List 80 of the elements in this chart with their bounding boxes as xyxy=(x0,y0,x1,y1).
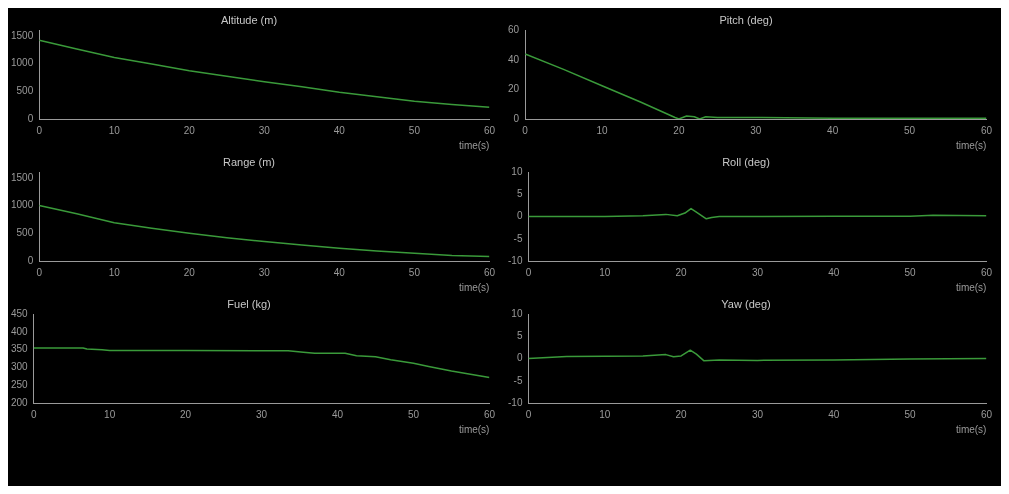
y-tick-label: 0 xyxy=(516,352,523,364)
chart-title: Pitch (deg) xyxy=(719,13,773,26)
y-tick-label: 10 xyxy=(511,307,523,319)
y-tick-label: 0 xyxy=(27,254,34,266)
y-tick-label: 1500 xyxy=(11,29,34,41)
x-tick-label: 30 xyxy=(258,124,271,136)
x-tick-label: 60 xyxy=(980,408,993,420)
chart-title: Range (m) xyxy=(223,155,275,168)
y-tick-label: 20 xyxy=(508,83,520,95)
x-tick-label: 40 xyxy=(827,124,839,136)
x-tick-label: 60 xyxy=(483,124,496,136)
x-tick-label: 50 xyxy=(903,124,916,136)
y-tick-label: 5 xyxy=(516,188,523,200)
x-tick-label: 40 xyxy=(333,266,346,278)
x-tick-label: 20 xyxy=(675,408,688,420)
y-tick-label: 500 xyxy=(16,227,34,238)
y-tick-label: 250 xyxy=(11,378,29,390)
y-tick-label: 0 xyxy=(513,112,520,124)
x-tick-label: 50 xyxy=(408,266,421,278)
x-tick-label: 30 xyxy=(751,408,764,420)
y-tick-label: 0 xyxy=(516,210,523,222)
y-tick-label: 40 xyxy=(508,53,520,65)
x-tick-label: 50 xyxy=(408,124,421,136)
x-tick-label: 40 xyxy=(331,408,344,420)
x-tick-label: 20 xyxy=(673,124,685,136)
x-tick-label: 20 xyxy=(183,124,196,136)
x-axis-title: time(s) xyxy=(955,281,987,293)
x-axis-title: time(s) xyxy=(458,423,490,435)
x-tick-label: 40 xyxy=(828,266,840,278)
y-tick-label: 300 xyxy=(11,361,29,373)
y-tick-label: -5 xyxy=(513,232,523,244)
x-tick-label: 0 xyxy=(36,266,43,278)
y-tick-label: 1500 xyxy=(11,171,34,183)
x-tick-label: 30 xyxy=(751,266,764,278)
x-tick-label: 10 xyxy=(104,408,116,420)
x-tick-label: 10 xyxy=(599,266,611,278)
x-axis-title: time(s) xyxy=(458,139,490,151)
y-tick-label: 1000 xyxy=(11,57,34,69)
x-tick-label: 50 xyxy=(904,266,917,278)
chart-title: Altitude (m) xyxy=(220,13,278,26)
x-tick-label: 40 xyxy=(828,408,840,420)
x-tick-label: 20 xyxy=(180,408,192,420)
x-tick-label: 0 xyxy=(525,266,532,278)
x-tick-label: 60 xyxy=(483,266,496,278)
y-tick-label: 0 xyxy=(27,112,34,124)
x-axis-title: time(s) xyxy=(955,139,987,151)
x-tick-label: 10 xyxy=(108,266,121,278)
x-tick-label: 30 xyxy=(750,124,762,136)
x-tick-label: 50 xyxy=(904,408,917,420)
x-tick-label: 50 xyxy=(407,408,420,420)
x-tick-label: 40 xyxy=(333,124,346,136)
y-tick-label: 450 xyxy=(11,307,29,319)
x-tick-label: 30 xyxy=(256,408,268,420)
x-axis-title: time(s) xyxy=(458,281,490,293)
y-tick-label: -10 xyxy=(508,254,523,266)
x-tick-label: 20 xyxy=(675,266,688,278)
x-tick-label: 60 xyxy=(483,408,496,420)
y-tick-label: 10 xyxy=(511,165,523,177)
y-tick-label: 500 xyxy=(16,85,34,96)
y-tick-label: 200 xyxy=(11,396,29,408)
x-tick-label: 30 xyxy=(258,266,271,278)
x-tick-label: 60 xyxy=(980,266,993,278)
y-tick-label: -5 xyxy=(513,374,523,386)
chart-title: Fuel (kg) xyxy=(227,297,271,310)
x-axis-title: time(s) xyxy=(955,423,987,435)
y-tick-label: 1000 xyxy=(11,199,34,211)
x-tick-label: 0 xyxy=(36,124,43,136)
y-tick-label: 400 xyxy=(11,325,29,337)
y-tick-label: -10 xyxy=(508,396,523,408)
x-tick-label: 60 xyxy=(980,124,993,136)
x-tick-label: 10 xyxy=(108,124,121,136)
x-tick-label: 10 xyxy=(599,408,611,420)
x-tick-label: 10 xyxy=(596,124,609,136)
y-tick-label: 60 xyxy=(508,23,520,35)
chart-title: Yaw (deg) xyxy=(721,297,771,310)
x-tick-label: 20 xyxy=(183,266,196,278)
x-tick-label: 0 xyxy=(525,408,532,420)
y-tick-label: 350 xyxy=(11,343,29,355)
y-tick-label: 5 xyxy=(516,330,523,342)
chart-title: Roll (deg) xyxy=(722,155,770,168)
